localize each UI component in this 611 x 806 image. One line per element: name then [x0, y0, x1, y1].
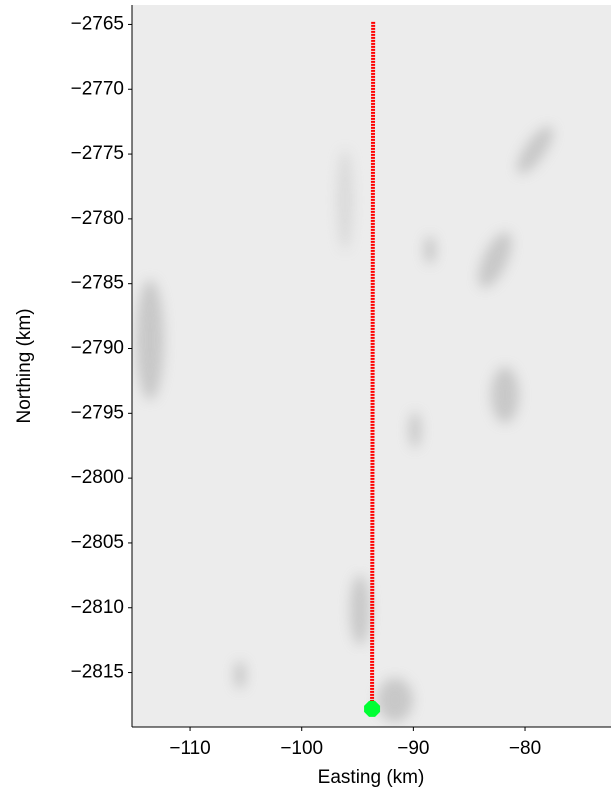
- x-tick-label: −90: [397, 738, 429, 759]
- y-axis-label: Northing (km): [14, 308, 35, 423]
- cloud: [491, 367, 519, 423]
- cloud: [234, 661, 246, 689]
- page: Easting (km) Northing (km) −2765 −2770 −27…: [0, 0, 611, 806]
- y-tick-label: −2780: [71, 208, 124, 229]
- cloud: [424, 236, 436, 264]
- track-line: [372, 22, 373, 709]
- y-tick-label: −2815: [71, 662, 124, 683]
- cloud: [350, 575, 370, 645]
- y-tick-label: −2785: [71, 273, 124, 294]
- y-tick-label: −2765: [71, 13, 124, 34]
- y-tick-label: −2770: [71, 78, 124, 99]
- y-tick-label: −2810: [71, 597, 124, 618]
- y-tick-label: −2775: [71, 143, 124, 164]
- x-tick-label: −80: [509, 738, 541, 759]
- y-tick-label: −2795: [71, 402, 124, 423]
- x-tick-label: −110: [169, 738, 210, 759]
- cloud: [409, 412, 421, 448]
- cloud: [337, 150, 353, 250]
- x-tick-label: −100: [280, 738, 323, 759]
- y-tick-label: −2800: [71, 467, 124, 488]
- y-tick-label: −2790: [71, 338, 124, 359]
- x-axis-label: Easting (km): [318, 767, 425, 788]
- cloud: [377, 678, 413, 722]
- cloud: [136, 280, 164, 400]
- chart: Easting (km) Northing (km) −2765 −2770 −27…: [0, 0, 611, 801]
- y-tick-label: −2805: [71, 532, 124, 553]
